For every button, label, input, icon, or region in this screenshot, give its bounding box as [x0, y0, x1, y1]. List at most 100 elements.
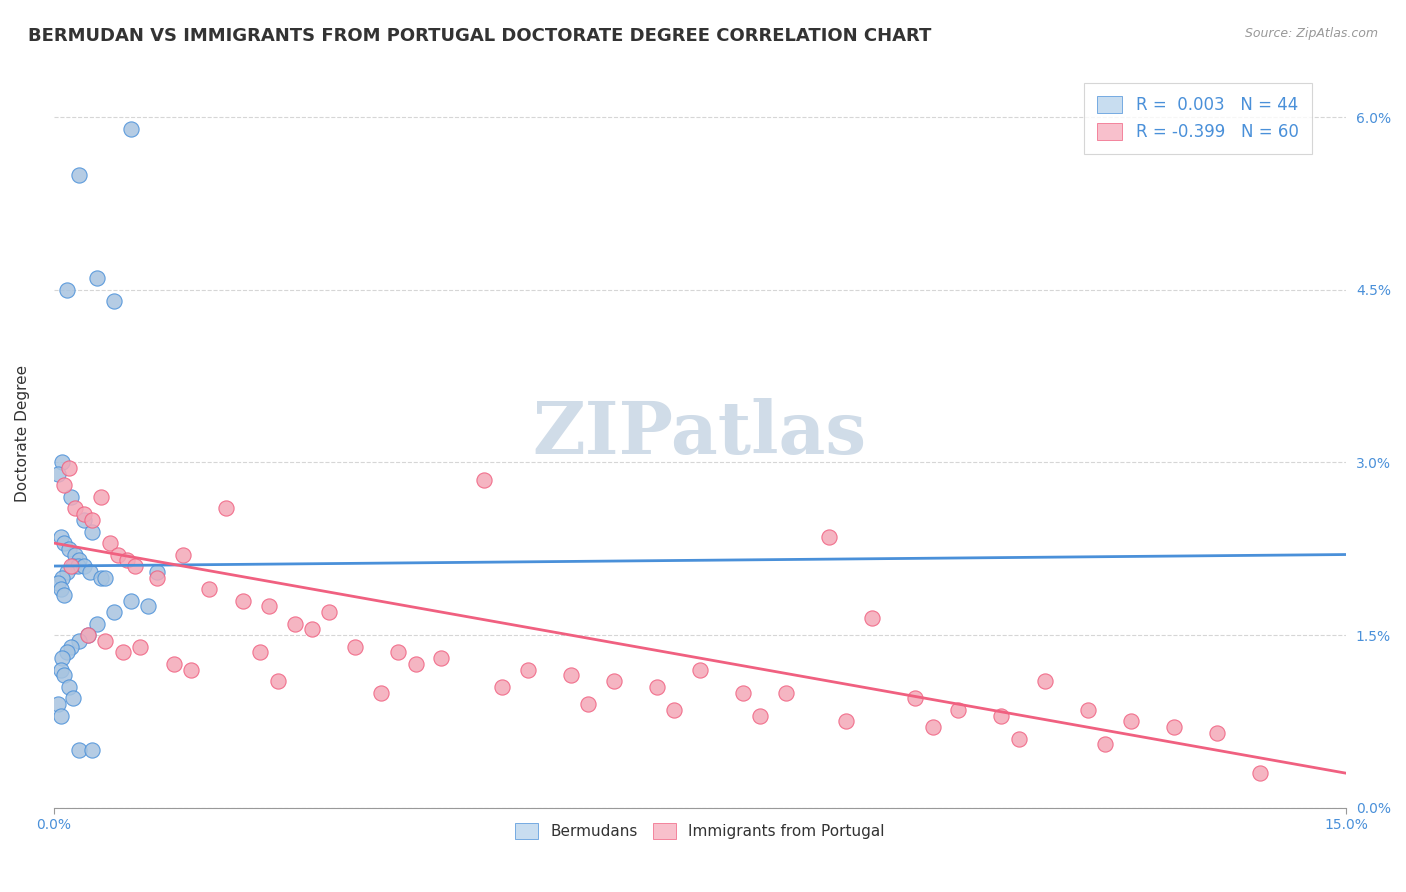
Point	[58, 541, 80, 556]
Point	[46, 697, 69, 711]
Point	[90, 490, 112, 504]
Point	[52, 478, 75, 492]
Point	[82, 743, 104, 757]
Point	[232, 593, 254, 607]
Point	[98, 536, 121, 550]
Point	[55, 283, 77, 297]
Point	[197, 582, 219, 596]
Point	[115, 553, 138, 567]
Point	[344, 640, 367, 654]
Text: ZIPatlas: ZIPatlas	[533, 398, 868, 469]
Point	[474, 473, 496, 487]
Point	[215, 501, 238, 516]
Point	[921, 720, 943, 734]
Point	[58, 461, 80, 475]
Point	[62, 559, 84, 574]
Point	[73, 559, 96, 574]
Text: Source: ZipAtlas.com: Source: ZipAtlas.com	[1244, 27, 1378, 40]
Point	[55, 565, 77, 579]
Point	[66, 559, 89, 574]
Point	[1163, 720, 1185, 734]
Point	[576, 697, 599, 711]
Point	[63, 548, 86, 562]
Point	[128, 640, 150, 654]
Point	[749, 708, 772, 723]
Point	[103, 294, 125, 309]
Point	[516, 663, 538, 677]
Point	[257, 599, 280, 614]
Point	[86, 271, 108, 285]
Point	[1249, 766, 1271, 780]
Point	[1094, 738, 1116, 752]
Point	[1008, 731, 1031, 746]
Point	[180, 663, 202, 677]
Point	[77, 628, 100, 642]
Point	[430, 651, 453, 665]
Point	[284, 616, 307, 631]
Point	[146, 570, 169, 584]
Point	[62, 691, 84, 706]
Point	[86, 616, 108, 631]
Point	[90, 570, 112, 584]
Point	[387, 645, 409, 659]
Point	[82, 524, 104, 539]
Point	[1119, 714, 1142, 729]
Text: BERMUDAN VS IMMIGRANTS FROM PORTUGAL DOCTORATE DEGREE CORRELATION CHART: BERMUDAN VS IMMIGRANTS FROM PORTUGAL DOC…	[28, 27, 932, 45]
Point	[73, 508, 96, 522]
Point	[82, 513, 104, 527]
Point	[52, 536, 75, 550]
Point	[94, 570, 117, 584]
Point	[120, 121, 142, 136]
Point	[59, 640, 82, 654]
Point	[51, 651, 73, 665]
Point	[172, 548, 194, 562]
Point	[1077, 703, 1099, 717]
Point	[120, 593, 142, 607]
Point	[111, 645, 134, 659]
Point	[51, 570, 73, 584]
Point	[835, 714, 858, 729]
Point	[79, 565, 101, 579]
Point	[1033, 674, 1056, 689]
Point	[58, 680, 80, 694]
Point	[52, 588, 75, 602]
Point	[602, 674, 624, 689]
Point	[69, 743, 91, 757]
Point	[46, 576, 69, 591]
Point	[163, 657, 186, 671]
Point	[69, 168, 91, 182]
Point	[59, 490, 82, 504]
Point	[370, 686, 392, 700]
Point	[662, 703, 685, 717]
Point	[124, 559, 146, 574]
Point	[59, 559, 82, 574]
Point	[1206, 726, 1229, 740]
Point	[775, 686, 797, 700]
Point	[49, 708, 72, 723]
Point	[990, 708, 1012, 723]
Point	[146, 565, 169, 579]
Point	[138, 599, 160, 614]
Point	[301, 623, 323, 637]
Point	[318, 605, 340, 619]
Point	[52, 668, 75, 682]
Point	[63, 501, 86, 516]
Point	[69, 633, 91, 648]
Point	[94, 633, 117, 648]
Point	[49, 582, 72, 596]
Point	[103, 605, 125, 619]
Point	[560, 668, 582, 682]
Point	[249, 645, 271, 659]
Point	[46, 467, 69, 481]
Y-axis label: Doctorate Degree: Doctorate Degree	[15, 365, 30, 502]
Point	[731, 686, 754, 700]
Point	[860, 611, 883, 625]
Point	[49, 663, 72, 677]
Point	[266, 674, 288, 689]
Point	[55, 645, 77, 659]
Point	[49, 530, 72, 544]
Point	[689, 663, 711, 677]
Point	[73, 513, 96, 527]
Point	[405, 657, 427, 671]
Legend: Bermudans, Immigrants from Portugal: Bermudans, Immigrants from Portugal	[509, 817, 891, 845]
